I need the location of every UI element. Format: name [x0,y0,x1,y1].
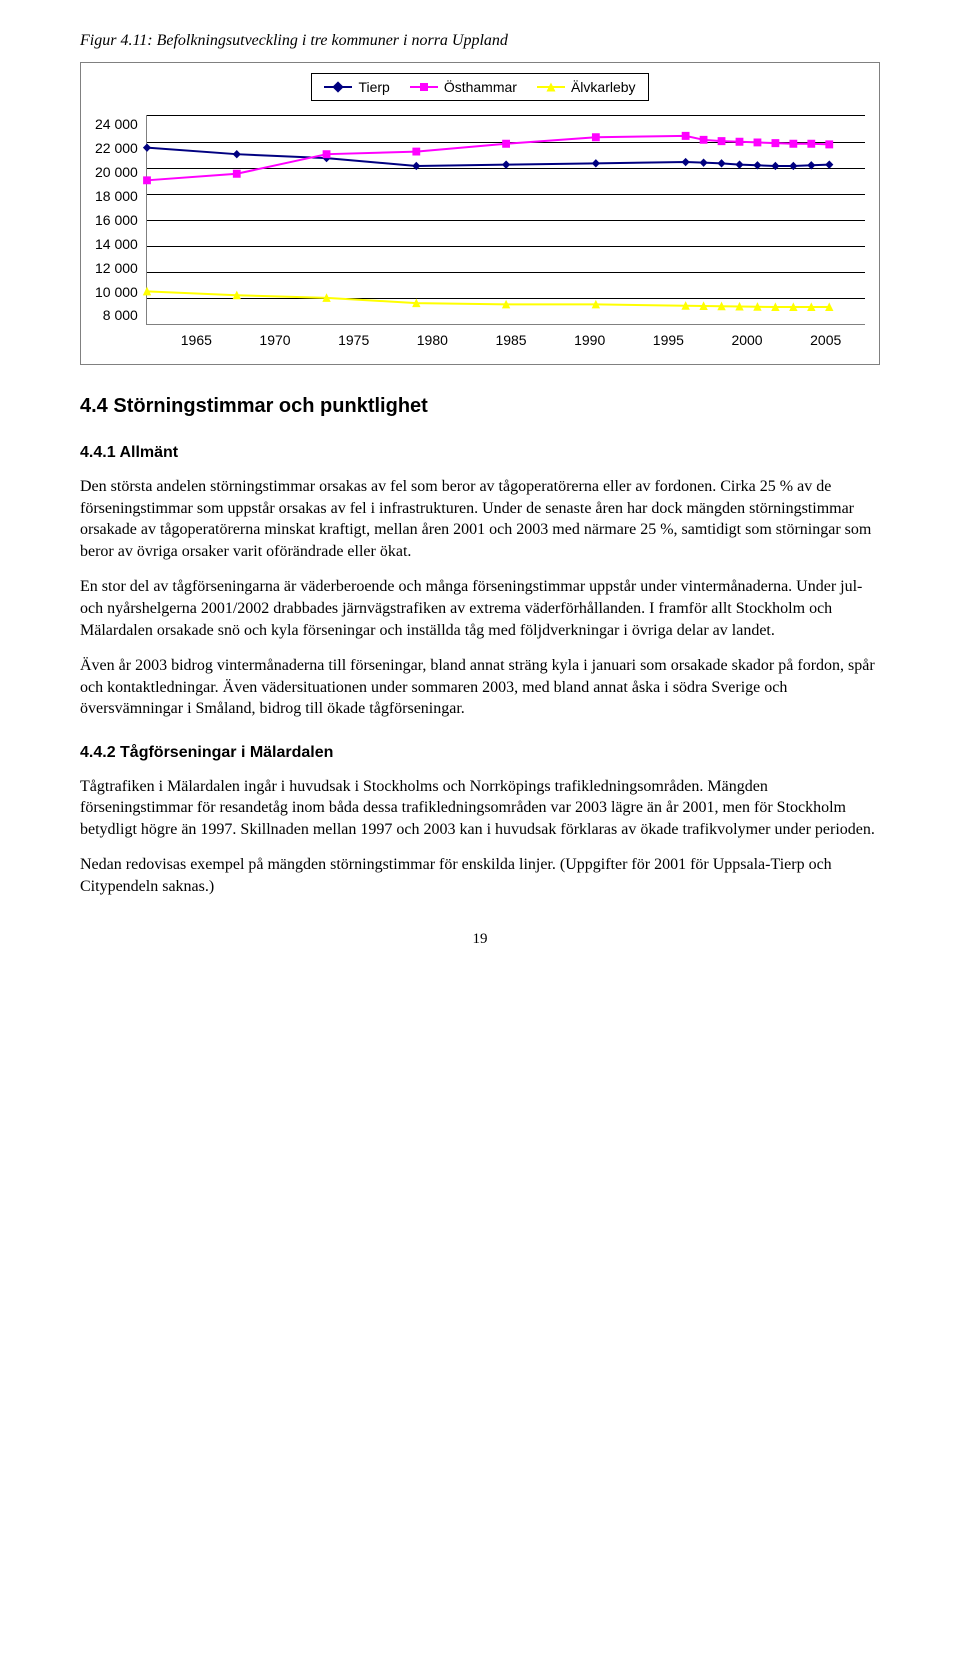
legend-swatch-osthammar [410,86,438,88]
chart-legend: Tierp Östhammar Älvkarleby [311,73,648,102]
legend-label: Tierp [358,78,389,97]
y-tick-label: 22 000 [95,139,138,158]
legend-label: Östhammar [444,78,517,97]
paragraph: Även år 2003 bidrog vintermånaderna till… [80,655,880,720]
x-tick-label: 1975 [314,331,393,350]
paragraph: En stor del av tågförseningarna är väder… [80,576,880,641]
x-tick-label: 1970 [236,331,315,350]
figure-caption: Figur 4.11: Befolkningsutveckling i tre … [80,30,880,52]
x-tick-label: 1965 [157,331,236,350]
page-number: 19 [80,929,880,949]
legend-item-alvkarleby: Älvkarleby [537,78,636,97]
section-heading-4-4: 4.4 Störningstimmar och punktlighet [80,393,880,420]
legend-item-osthammar: Östhammar [410,78,517,97]
paragraph: Den största andelen störningstimmar orsa… [80,476,880,562]
x-axis: 196519701975198019851990199520002005 [157,331,865,350]
legend-item-tierp: Tierp [324,78,389,97]
y-tick-label: 18 000 [95,187,138,206]
legend-swatch-tierp [324,86,352,88]
x-tick-label: 1985 [472,331,551,350]
x-tick-label: 1990 [550,331,629,350]
section-heading-4-4-2: 4.4.2 Tågförseningar i Mälardalen [80,742,880,764]
y-tick-label: 12 000 [95,259,138,278]
x-tick-label: 2000 [708,331,787,350]
plot-area [146,115,865,325]
y-tick-label: 24 000 [95,115,138,134]
population-chart: Tierp Östhammar Älvkarleby 24 00022 0002… [80,62,880,366]
legend-swatch-alvkarleby [537,86,565,88]
legend-label: Älvkarleby [571,78,636,97]
paragraph: Nedan redovisas exempel på mängden störn… [80,854,880,897]
x-tick-label: 1995 [629,331,708,350]
y-tick-label: 10 000 [95,283,138,302]
section-heading-4-4-1: 4.4.1 Allmänt [80,442,880,464]
y-tick-label: 20 000 [95,163,138,182]
y-tick-label: 14 000 [95,235,138,254]
y-tick-label: 8 000 [103,306,138,325]
chart-series-älvkarleby [147,115,865,324]
y-axis: 24 000 22 000 20 000 18 000 16 000 14 000 12 0… [95,115,146,325]
x-tick-label: 1980 [393,331,472,350]
x-tick-label: 2005 [786,331,865,350]
plot-wrapper: 24 000 22 000 20 000 18 000 16 000 14 000 12 0… [95,115,865,325]
paragraph: Tågtrafiken i Mälardalen ingår i huvudsa… [80,776,880,841]
y-tick-label: 16 000 [95,211,138,230]
